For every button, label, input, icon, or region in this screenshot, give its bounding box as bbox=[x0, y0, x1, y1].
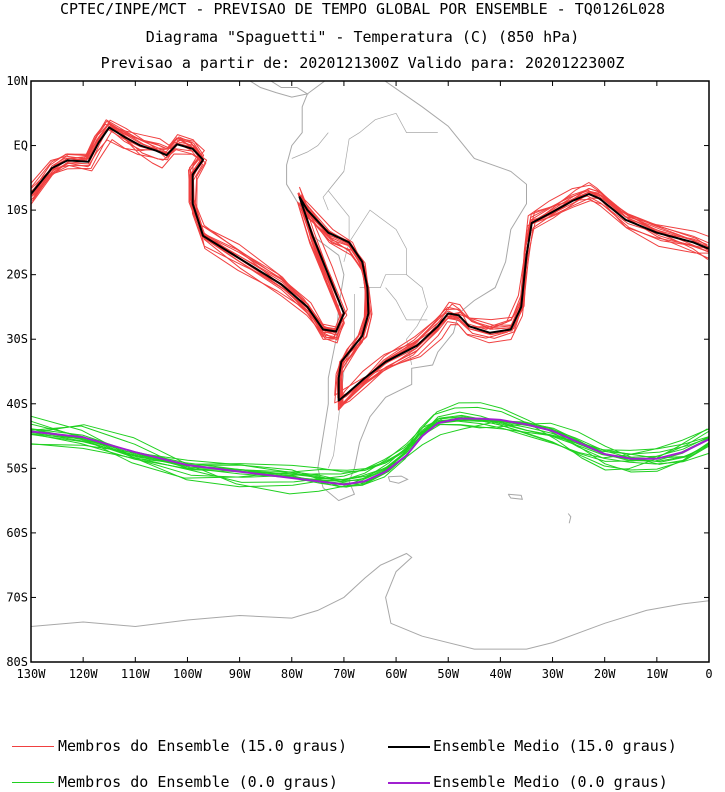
ensemble-mean-line bbox=[31, 417, 709, 486]
ensemble-member-line bbox=[33, 119, 709, 407]
y-tick-label: 70S bbox=[6, 590, 28, 604]
ensemble-member-line bbox=[31, 419, 709, 481]
ensemble-member-line bbox=[34, 120, 708, 404]
y-tick-label: 50S bbox=[6, 461, 28, 475]
ensemble-mean-line bbox=[31, 126, 709, 402]
ensemble-member-line bbox=[32, 136, 709, 410]
chart-title-line-2: Diagrama "Spaguetti" - Temperatura (C) (… bbox=[145, 28, 580, 46]
landmass-outline bbox=[567, 513, 572, 524]
axis-ticks: 130W 120W 110W 100W 90W 80W 70W 60W 50W 40W 30W 20W… bbox=[6, 74, 712, 681]
y-tick-label: 60S bbox=[6, 526, 28, 540]
continent-outlines bbox=[31, 81, 709, 650]
legend-label-mean-0: Ensemble Medio (0.0 graus) bbox=[433, 773, 668, 791]
chart-title-line-3: Previsao a partir de: 2020121300Z Valido… bbox=[100, 54, 625, 72]
x-tick-label: 100W bbox=[173, 667, 203, 681]
country-border bbox=[385, 287, 428, 321]
ensemble-member-line bbox=[31, 129, 709, 401]
landmass-outline bbox=[249, 81, 309, 98]
x-tick-label: 90W bbox=[229, 667, 251, 681]
ensemble-member-line bbox=[31, 124, 708, 401]
y-tick-label: 10N bbox=[6, 74, 28, 88]
x-tick-label: 130W bbox=[17, 667, 47, 681]
ensemble-member-line bbox=[34, 123, 709, 405]
ensemble-means-layer bbox=[31, 126, 709, 486]
chart-title-line-1: CPTEC/INPE/MCT - PREVISAO DE TEMPO GLOBA… bbox=[59, 0, 666, 18]
x-tick-label: 0 bbox=[705, 667, 712, 681]
country-border bbox=[359, 274, 407, 288]
landmass-outline bbox=[286, 81, 527, 502]
ensemble-member-line bbox=[31, 119, 709, 401]
ensemble-member-line bbox=[31, 402, 709, 488]
x-tick-label: 70W bbox=[333, 667, 355, 681]
y-tick-label: 40S bbox=[6, 397, 28, 411]
x-tick-label: 80W bbox=[281, 667, 303, 681]
country-border bbox=[348, 209, 428, 366]
y-tick-label: 80S bbox=[6, 655, 28, 669]
legend-swatch-mean-15 bbox=[388, 746, 430, 748]
x-tick-label: 110W bbox=[121, 667, 151, 681]
country-border bbox=[322, 171, 345, 211]
ensemble-member-line bbox=[33, 125, 708, 406]
x-tick-label: 30W bbox=[542, 667, 564, 681]
ensemble-member-line bbox=[31, 128, 709, 404]
legend-swatch-members-15 bbox=[12, 746, 54, 747]
y-tick-label: 30S bbox=[6, 332, 28, 346]
landmass-outline bbox=[387, 475, 409, 484]
legend-label-mean-15: Ensemble Medio (15.0 graus) bbox=[433, 737, 677, 755]
ensemble-member-line bbox=[31, 126, 709, 399]
x-tick-label: 10W bbox=[646, 667, 668, 681]
ensemble-member-line bbox=[31, 420, 709, 480]
plot-frame bbox=[30, 80, 710, 663]
ensemble-member-line bbox=[32, 123, 708, 407]
y-tick-label: 20S bbox=[6, 268, 28, 282]
plot-border bbox=[30, 80, 710, 663]
legend-label-members-15: Membros do Ensemble (15.0 graus) bbox=[58, 737, 347, 755]
landmass-outline bbox=[31, 552, 709, 650]
landmass-outline bbox=[507, 493, 523, 500]
x-tick-label: 40W bbox=[490, 667, 512, 681]
x-tick-label: 60W bbox=[385, 667, 407, 681]
legend-label-members-0: Membros do Ensemble (0.0 graus) bbox=[58, 773, 338, 791]
x-tick-label: 20W bbox=[594, 667, 616, 681]
ensemble-member-line bbox=[31, 127, 709, 411]
country-border bbox=[395, 113, 438, 133]
country-border bbox=[291, 132, 329, 159]
y-tick-label: 10S bbox=[6, 203, 28, 217]
ensemble-members-layer bbox=[31, 119, 709, 495]
ensemble-member-line bbox=[31, 416, 709, 473]
legend-swatch-mean-0 bbox=[388, 782, 430, 784]
ensemble-member-line bbox=[31, 422, 709, 488]
x-tick-label: 50W bbox=[437, 667, 459, 681]
ensemble-member-line bbox=[33, 406, 708, 495]
x-tick-label: 120W bbox=[69, 667, 99, 681]
ensemble-member-line bbox=[31, 139, 709, 396]
legend-swatch-members-0 bbox=[12, 782, 54, 783]
y-tick-label: EQ bbox=[14, 139, 28, 153]
